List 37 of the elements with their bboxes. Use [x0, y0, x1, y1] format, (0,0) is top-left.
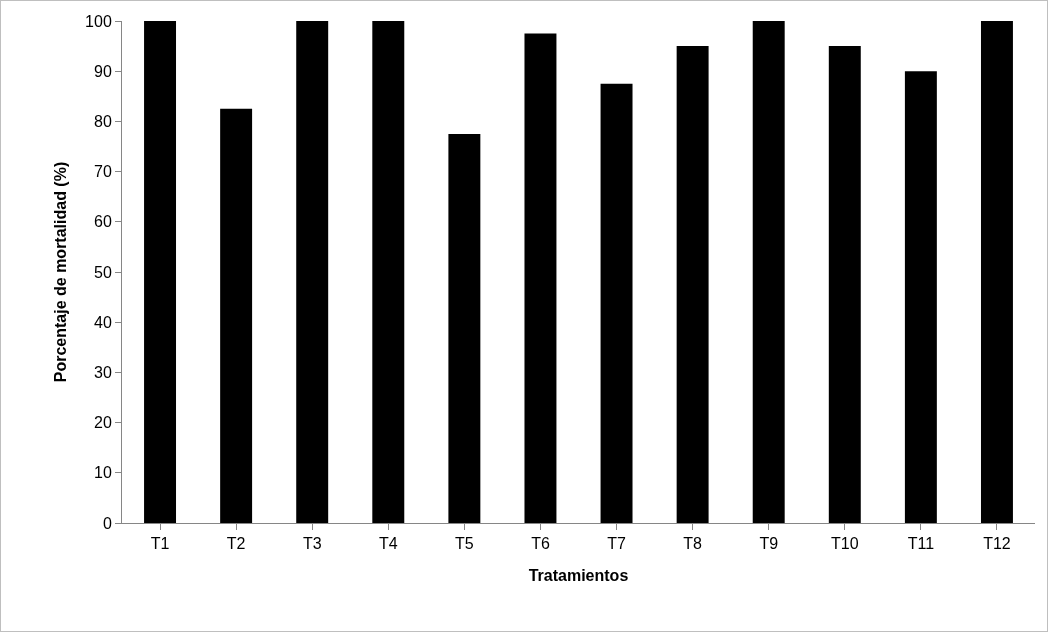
bar — [144, 21, 177, 523]
x-tick-label: T2 — [226, 535, 246, 553]
bar — [220, 108, 253, 523]
y-tick-label: 30 — [94, 364, 112, 381]
y-tick-label: 100 — [85, 12, 112, 30]
bar — [980, 21, 1013, 523]
x-tick-label: T3 — [302, 535, 322, 553]
x-axis-title: Tratamientos — [528, 566, 629, 584]
x-tick-label: T9 — [759, 535, 779, 553]
bar — [600, 83, 633, 523]
x-tick-label: T11 — [907, 535, 935, 553]
x-tick-label: T6 — [531, 535, 550, 553]
bar — [448, 133, 481, 523]
y-tick-label: 90 — [94, 62, 112, 80]
y-tick-label: 10 — [94, 464, 112, 482]
bar — [372, 21, 405, 523]
x-tick-label: T12 — [983, 535, 1011, 553]
y-tick-label: 70 — [94, 163, 112, 181]
x-tick-label: T8 — [683, 535, 703, 553]
bar — [296, 21, 329, 523]
y-axis-title: Porcentaje de mortalidad (%) — [52, 161, 69, 383]
y-tick-label: 80 — [94, 113, 112, 130]
x-tick-label: T4 — [378, 535, 398, 553]
x-tick-label: T1 — [150, 535, 170, 553]
bar — [524, 33, 557, 523]
y-tick-label: 0 — [102, 514, 112, 532]
bar — [828, 46, 861, 523]
x-tick-label: T7 — [607, 535, 626, 553]
bar — [676, 46, 709, 523]
x-tick-label: T10 — [831, 535, 859, 553]
y-tick-label: 20 — [94, 414, 112, 432]
bar — [752, 21, 785, 523]
bar — [904, 71, 937, 523]
y-tick-label: 40 — [94, 313, 112, 331]
y-tick-label: 50 — [94, 263, 112, 281]
x-tick-label: T5 — [455, 535, 474, 553]
y-tick-label: 60 — [94, 213, 112, 231]
